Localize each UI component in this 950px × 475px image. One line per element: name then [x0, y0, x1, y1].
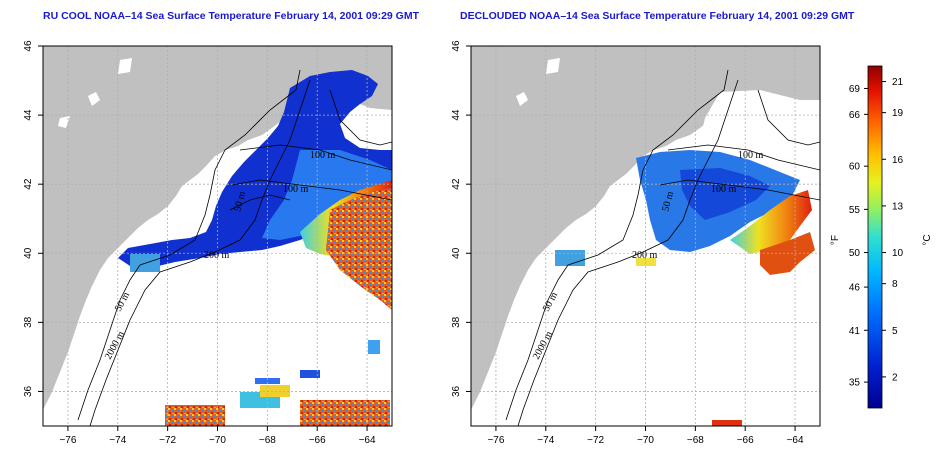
fahrenheit-tick-label: 69 — [849, 84, 861, 95]
contour-label: 50 m — [660, 190, 676, 213]
contour-label: 100 m — [310, 150, 336, 161]
left-lake — [118, 58, 132, 74]
left-map-gridlines — [43, 45, 392, 426]
left-map-title: RU COOL NOAA–14 Sea Surface Temperature … — [43, 10, 420, 22]
celsius-tick-label: 16 — [892, 155, 904, 166]
lon-tick-label: −70 — [209, 435, 226, 446]
celsius-tick-label: 5 — [892, 326, 898, 337]
fahrenheit-tick-label: 41 — [849, 326, 861, 337]
lat-tick-label: 44 — [451, 109, 462, 121]
contour-label: 100 m — [283, 184, 309, 195]
lat-tick-label: 38 — [451, 316, 462, 328]
fahrenheit-tick-label: 66 — [849, 110, 861, 121]
right-map-gridlines — [471, 45, 820, 426]
contour-label: 200 m — [204, 250, 230, 261]
lat-tick-label: 44 — [23, 109, 34, 121]
contour-label: 200 m — [632, 250, 658, 261]
lon-tick-label: −68 — [687, 435, 704, 446]
lat-tick-label: 38 — [23, 316, 34, 328]
left-lake — [88, 92, 100, 106]
right-map-cloud-gap — [700, 90, 820, 170]
right-map-land — [471, 46, 820, 410]
right-lake — [516, 92, 528, 106]
lon-tick-label: −64 — [787, 435, 804, 446]
right-map-deep-blue — [680, 168, 770, 220]
left-map-noisy-region — [326, 188, 392, 310]
lon-tick-label: −66 — [737, 435, 754, 446]
lon-tick-label: −74 — [537, 435, 554, 446]
fahrenheit-tick-label: 35 — [849, 378, 861, 389]
lat-tick-label: 46 — [23, 40, 34, 52]
celsius-tick-label: 2 — [892, 372, 898, 383]
lat-tick-label: 46 — [451, 40, 462, 52]
celsius-tick-label: 19 — [892, 108, 904, 119]
right-map-title: DECLOUDED NOAA–14 Sea Surface Temperatur… — [460, 10, 855, 22]
right-lake — [546, 58, 560, 74]
contour-label: 50 m — [232, 190, 248, 213]
fahrenheit-tick-label: 46 — [849, 283, 861, 294]
left-map-isobaths — [77, 69, 392, 426]
right-map-axes: −76 −74 −72 −70 −68 −66 −64 36 38 40 42 44 46 — [451, 40, 804, 446]
lon-tick-label: −72 — [159, 435, 176, 446]
right-map-panel: 100 m 100 m 50 m 200 m 50 m 2000 m −76 −7… — [451, 40, 821, 446]
left-map-panel: 100 m 100 m 50 m 200 m 50 m 2000 m −76 −7… — [23, 40, 393, 446]
lat-tick-label: 40 — [451, 247, 462, 259]
lon-tick-label: −72 — [587, 435, 604, 446]
fahrenheit-tick-label: 50 — [849, 248, 861, 259]
fahrenheit-tick-label: 60 — [849, 162, 861, 173]
celsius-tick-label: 13 — [892, 201, 904, 212]
lon-tick-label: −76 — [487, 435, 504, 446]
right-map-isobaths — [505, 69, 820, 426]
lat-tick-label: 40 — [23, 247, 34, 259]
colorbar-gradient — [867, 65, 883, 409]
right-map-warm-water — [730, 190, 812, 254]
contour-label: 100 m — [738, 150, 764, 161]
lat-tick-label: 36 — [451, 385, 462, 397]
lat-tick-label: 42 — [23, 178, 34, 190]
lon-tick-label: −74 — [109, 435, 126, 446]
left-map-bottom-patches — [130, 254, 390, 426]
lon-tick-label: −76 — [59, 435, 76, 446]
celsius-tick-label: 21 — [892, 77, 904, 88]
lon-tick-label: −64 — [359, 435, 376, 446]
fahrenheit-tick-label: 55 — [849, 205, 861, 216]
celsius-axis-title: °C — [922, 234, 933, 245]
fahrenheit-axis-title: °F — [830, 235, 841, 245]
lon-tick-label: −66 — [309, 435, 326, 446]
celsius-tick-label: 10 — [892, 248, 904, 259]
lon-tick-label: −70 — [637, 435, 654, 446]
left-map-land — [43, 46, 392, 410]
left-lake — [58, 116, 70, 128]
contour-label: 100 m — [711, 184, 737, 195]
lat-tick-label: 42 — [451, 178, 462, 190]
left-map-axes: −76 −74 −72 −70 −68 −66 −64 36 38 40 42 44 46 — [23, 40, 376, 446]
celsius-tick-label: 8 — [892, 279, 898, 290]
lon-tick-label: −68 — [259, 435, 276, 446]
right-map-landmass-east — [718, 58, 820, 110]
colorbar: 21 19 16 13 10 8 5 2 69 66 60 55 50 46 41 35 °F °C — [830, 65, 933, 409]
lat-tick-label: 36 — [23, 385, 34, 397]
